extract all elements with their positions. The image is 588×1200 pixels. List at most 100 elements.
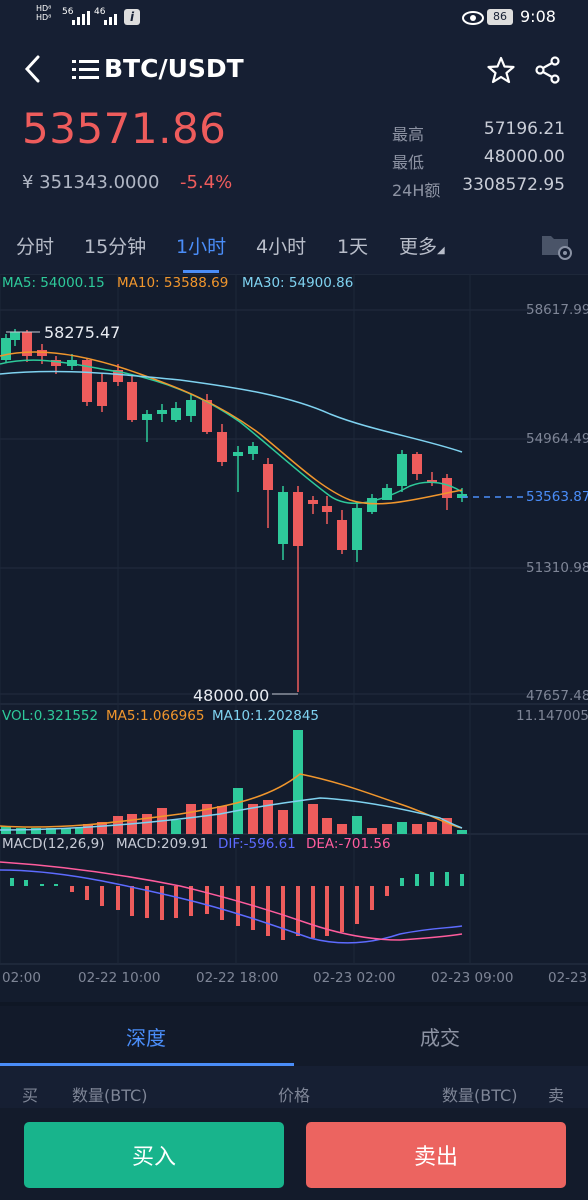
tab-15m[interactable]: 15分钟 bbox=[84, 236, 147, 258]
tab-timeline[interactable]: 分时 bbox=[16, 236, 55, 258]
kline-chart[interactable] bbox=[0, 274, 588, 1002]
macd-bar bbox=[296, 886, 300, 936]
signal-icon bbox=[72, 11, 90, 25]
volume-bar bbox=[61, 828, 71, 834]
volume-bar bbox=[217, 806, 227, 834]
macd-bar bbox=[130, 886, 134, 916]
volume-bar bbox=[293, 730, 303, 834]
macd-bar bbox=[236, 886, 240, 926]
sell-button[interactable]: 卖出 bbox=[306, 1122, 566, 1188]
vol-ma5-line bbox=[0, 773, 463, 829]
eye-icon bbox=[462, 11, 484, 25]
macd-bar bbox=[281, 886, 285, 940]
ma30-line bbox=[0, 370, 463, 453]
volume-bar bbox=[16, 828, 26, 834]
volume-bar bbox=[427, 822, 437, 834]
tab-1h[interactable]: 1小时 bbox=[176, 236, 227, 258]
macd-bar bbox=[24, 880, 28, 886]
back-icon[interactable] bbox=[22, 54, 44, 84]
tab-1d[interactable]: 1天 bbox=[337, 236, 369, 258]
depth-tabs bbox=[0, 1006, 588, 1066]
candle-body bbox=[142, 414, 152, 420]
vol-legend: VOL:0.321552 bbox=[2, 708, 99, 724]
battery-icon: 86 bbox=[487, 9, 513, 25]
macd-bar bbox=[251, 886, 255, 930]
volume-bar bbox=[75, 828, 85, 834]
tab-4h[interactable]: 4小时 bbox=[256, 236, 307, 258]
low-label: 最低 bbox=[392, 153, 425, 172]
candle-body bbox=[97, 382, 107, 406]
orderbook-price-header: 价格 bbox=[278, 1086, 311, 1105]
info-icon: i bbox=[124, 9, 140, 25]
pair-title[interactable]: BTC/USDT bbox=[104, 54, 244, 83]
chart-settings-icon[interactable] bbox=[540, 230, 574, 260]
tab-more[interactable]: 更多◢ bbox=[399, 232, 445, 259]
candle-body bbox=[293, 492, 303, 546]
orderbook-qty-right: 数量(BTC) bbox=[442, 1086, 518, 1105]
volume-bar bbox=[352, 816, 362, 834]
buy-button[interactable]: 买入 bbox=[24, 1122, 284, 1188]
tab-more-label: 更多 bbox=[399, 236, 438, 258]
candle-body bbox=[457, 494, 467, 498]
ma10-legend: MA10: 53588.69 bbox=[117, 275, 229, 291]
macd-bar bbox=[10, 878, 14, 886]
candle-body bbox=[37, 350, 47, 356]
volume-bar bbox=[263, 800, 273, 834]
volume-bar bbox=[457, 830, 467, 834]
candle-body bbox=[352, 508, 362, 550]
candle-body bbox=[322, 506, 332, 512]
ma5-line bbox=[0, 359, 463, 504]
macd-bar bbox=[40, 884, 44, 886]
candle-body bbox=[248, 446, 258, 454]
clock: 9:08 bbox=[520, 7, 556, 26]
candle-body bbox=[82, 360, 92, 402]
price-axis-tick: 58617.99 bbox=[526, 302, 588, 318]
macd-bar bbox=[355, 886, 359, 924]
macd-bar bbox=[54, 884, 58, 886]
macd-bar bbox=[370, 886, 374, 910]
hd-indicator: HD⁸ HD⁸ bbox=[36, 4, 52, 22]
ma10-line bbox=[0, 351, 463, 505]
macd-bar bbox=[415, 874, 419, 886]
dif-value: DIF:-596.61 bbox=[218, 836, 296, 852]
tab-trades[interactable]: 成交 bbox=[420, 1026, 460, 1050]
macd-bar bbox=[205, 886, 209, 914]
candle-body bbox=[10, 332, 20, 340]
macd-bar bbox=[325, 886, 329, 936]
status-bar: HD⁸ HD⁸ 56 46 i 86 9:08 bbox=[0, 0, 588, 36]
macd-params: MACD(12,26,9) bbox=[2, 836, 105, 852]
price-axis-tick: 51310.98 bbox=[526, 560, 588, 576]
price-axis-tick: 47657.48 bbox=[526, 688, 588, 704]
candle-body bbox=[397, 454, 407, 486]
candle-body bbox=[127, 382, 137, 420]
macd-bar bbox=[430, 872, 434, 886]
macd-bar bbox=[460, 874, 464, 886]
candle-body bbox=[412, 454, 422, 474]
candle-body bbox=[442, 478, 452, 498]
star-icon[interactable] bbox=[486, 56, 516, 84]
tab-depth[interactable]: 深度 bbox=[126, 1026, 166, 1050]
candle-body bbox=[367, 498, 377, 512]
macd-bar bbox=[174, 886, 178, 918]
macd-bar bbox=[70, 886, 74, 892]
active-tab-indicator bbox=[183, 270, 219, 273]
candle-body bbox=[278, 492, 288, 544]
macd-bar bbox=[85, 886, 89, 900]
signal-2-icon bbox=[104, 14, 117, 25]
volume-bar bbox=[202, 804, 212, 834]
dea-value: DEA:-701.56 bbox=[306, 836, 391, 852]
cny-price: ¥ 351343.0000 bbox=[22, 172, 160, 193]
macd-bar bbox=[311, 886, 315, 938]
candle-body bbox=[233, 452, 243, 456]
candle-body bbox=[427, 480, 437, 482]
candle-body bbox=[67, 360, 77, 366]
orderbook-buy-header: 买 bbox=[22, 1086, 39, 1105]
share-icon[interactable] bbox=[534, 56, 562, 84]
dif-line bbox=[0, 869, 463, 944]
volume-bar bbox=[83, 824, 93, 834]
menu-icon[interactable] bbox=[72, 58, 100, 82]
candle-body bbox=[263, 464, 273, 490]
dea-line bbox=[0, 861, 463, 941]
candle-body bbox=[217, 432, 227, 462]
volume-bar bbox=[31, 828, 41, 834]
